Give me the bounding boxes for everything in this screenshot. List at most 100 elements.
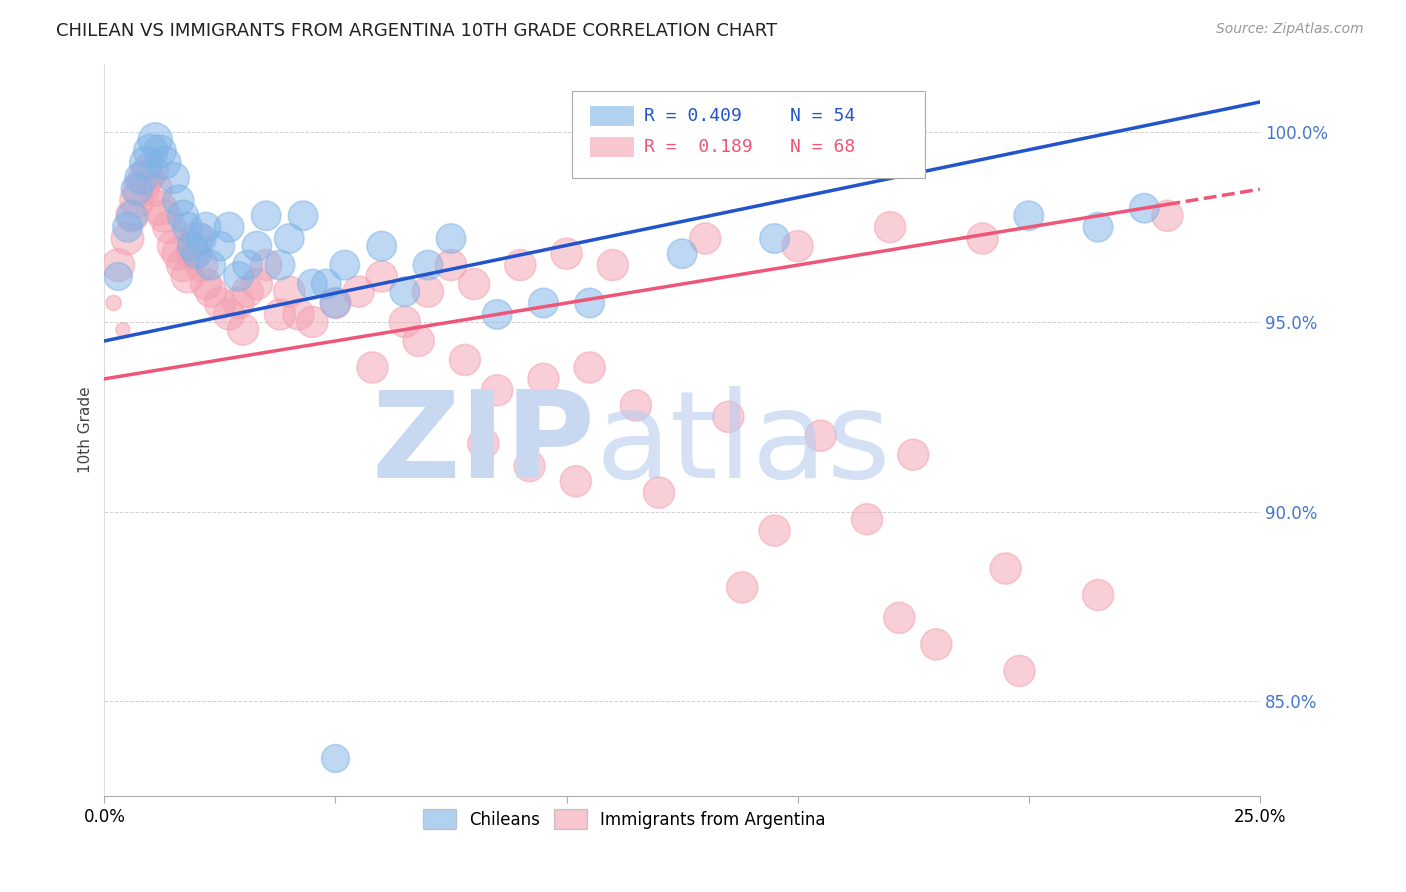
Point [131,170,153,185]
Point [486,383,509,397]
Text: N = 54: N = 54 [790,107,855,125]
Point [533,296,555,310]
Point [925,637,948,651]
Point [103,296,125,310]
Point [394,285,416,299]
Point [200,285,222,299]
Point [370,269,392,284]
Point [717,409,740,424]
Point [107,269,129,284]
Legend: Chileans, Immigrants from Argentina: Chileans, Immigrants from Argentina [416,803,832,835]
Point [278,285,301,299]
Point [578,296,600,310]
Text: atlas: atlas [596,386,891,503]
Point [994,561,1017,575]
Point [269,258,291,272]
FancyBboxPatch shape [572,91,925,178]
Point [195,277,218,291]
Point [555,246,578,260]
Point [167,194,190,208]
Point [218,307,240,321]
Point [236,285,259,299]
Bar [589,106,634,127]
Point [228,269,250,284]
Point [454,352,477,367]
Point [163,170,186,185]
Point [325,751,347,765]
Point [121,209,143,223]
Point [370,239,392,253]
Point [671,246,693,260]
Point [1018,209,1040,223]
Point [361,360,384,375]
Point [509,258,531,272]
Y-axis label: 10th Grade: 10th Grade [79,387,93,474]
Point [117,231,139,245]
Point [236,258,259,272]
Point [879,220,901,235]
Point [1087,220,1109,235]
Point [440,231,463,245]
Point [246,239,269,253]
Point [186,231,208,245]
Point [292,209,315,223]
Point [195,220,218,235]
Text: R = 0.409: R = 0.409 [644,107,742,125]
Point [810,429,832,443]
Point [125,194,148,208]
Point [190,258,212,272]
Point [1087,588,1109,602]
Text: ZIP: ZIP [371,386,596,503]
Point [602,258,624,272]
Point [624,399,647,413]
Point [416,258,439,272]
Bar [589,136,634,157]
Point [301,315,323,329]
Point [218,220,240,235]
Text: Source: ZipAtlas.com: Source: ZipAtlas.com [1216,22,1364,37]
Point [440,258,463,272]
Point [143,182,166,196]
Point [254,258,277,272]
Point [889,611,911,625]
Point [519,459,541,474]
Text: N = 68: N = 68 [790,137,855,156]
Point [472,436,495,450]
Point [287,307,309,321]
Point [181,239,204,253]
Point [139,145,162,159]
Point [856,512,879,526]
Point [246,277,269,291]
Point [565,475,588,489]
Point [135,155,157,169]
Point [200,258,222,272]
Point [153,209,176,223]
Point [533,372,555,386]
Point [416,285,439,299]
Point [325,296,347,310]
Point [111,322,134,336]
Point [786,239,808,253]
Point [153,155,176,169]
Point [301,277,323,291]
Point [695,231,717,245]
Point [157,220,180,235]
Point [190,231,212,245]
Point [731,581,754,595]
Point [325,296,347,310]
Point [763,524,786,538]
Point [117,220,139,235]
Point [181,246,204,260]
Point [972,231,994,245]
Point [135,170,157,185]
Point [208,239,231,253]
Point [486,307,509,321]
Text: R =  0.189: R = 0.189 [644,137,752,156]
Point [176,269,198,284]
Point [172,209,194,223]
Point [254,209,277,223]
Point [121,209,143,223]
Point [176,220,198,235]
Point [763,231,786,245]
Point [278,231,301,245]
